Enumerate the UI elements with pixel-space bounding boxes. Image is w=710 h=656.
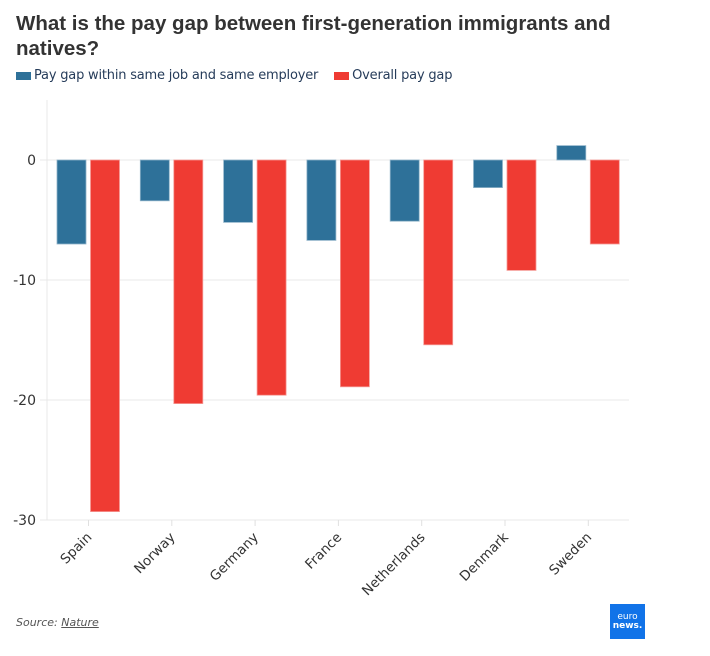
- logo-text-bottom: news.: [612, 620, 643, 631]
- y-tick-label: -30: [13, 513, 36, 529]
- chart-title: What is the pay gap between first-genera…: [16, 12, 611, 60]
- legend-swatch-blue: [16, 71, 31, 80]
- x-tick-label: Netherlands: [359, 530, 429, 600]
- legend-label: Pay gap within same job and same employe…: [34, 68, 319, 83]
- source-prefix: Source:: [16, 616, 62, 629]
- x-tick-label: Germany: [207, 530, 262, 585]
- x-tick-label: Norway: [131, 530, 179, 578]
- bar-overall: [90, 159, 120, 513]
- bar-overall: [339, 159, 370, 388]
- legend-label: Overall pay gap: [352, 68, 453, 83]
- source-link[interactable]: Nature: [61, 616, 99, 629]
- bar-within-job: [556, 145, 587, 161]
- y-tick-label: -20: [13, 393, 36, 409]
- euronews-logo: euro news.: [610, 604, 645, 639]
- legend-item-overall[interactable]: Overall pay gap: [334, 68, 452, 83]
- x-tick-label: Denmark: [457, 529, 512, 584]
- legend: Pay gap within same job and same employe…: [16, 68, 468, 83]
- bar-overall: [423, 159, 454, 346]
- bar-within-job: [56, 159, 87, 245]
- bar-overall: [256, 159, 287, 396]
- bar-within-job: [306, 159, 337, 241]
- x-tick-label: France: [302, 530, 345, 573]
- y-tick-label: 0: [27, 153, 36, 169]
- x-tick-label: Sweden: [546, 530, 595, 579]
- x-tick-label: Spain: [57, 530, 95, 568]
- logo-text-top: euro: [617, 611, 638, 622]
- bar-within-job: [139, 159, 170, 202]
- legend-item-within-job[interactable]: Pay gap within same job and same employe…: [16, 68, 318, 83]
- legend-swatch-red: [334, 71, 350, 80]
- source-note: Source: Nature: [16, 616, 99, 629]
- y-tick-label: -10: [13, 273, 36, 289]
- bar-overall: [589, 159, 620, 245]
- bar-within-job: [473, 159, 503, 189]
- bar-within-job: [223, 159, 254, 223]
- bar-overall: [173, 159, 204, 405]
- bar-overall: [506, 159, 537, 271]
- bar-within-job: [389, 159, 420, 222]
